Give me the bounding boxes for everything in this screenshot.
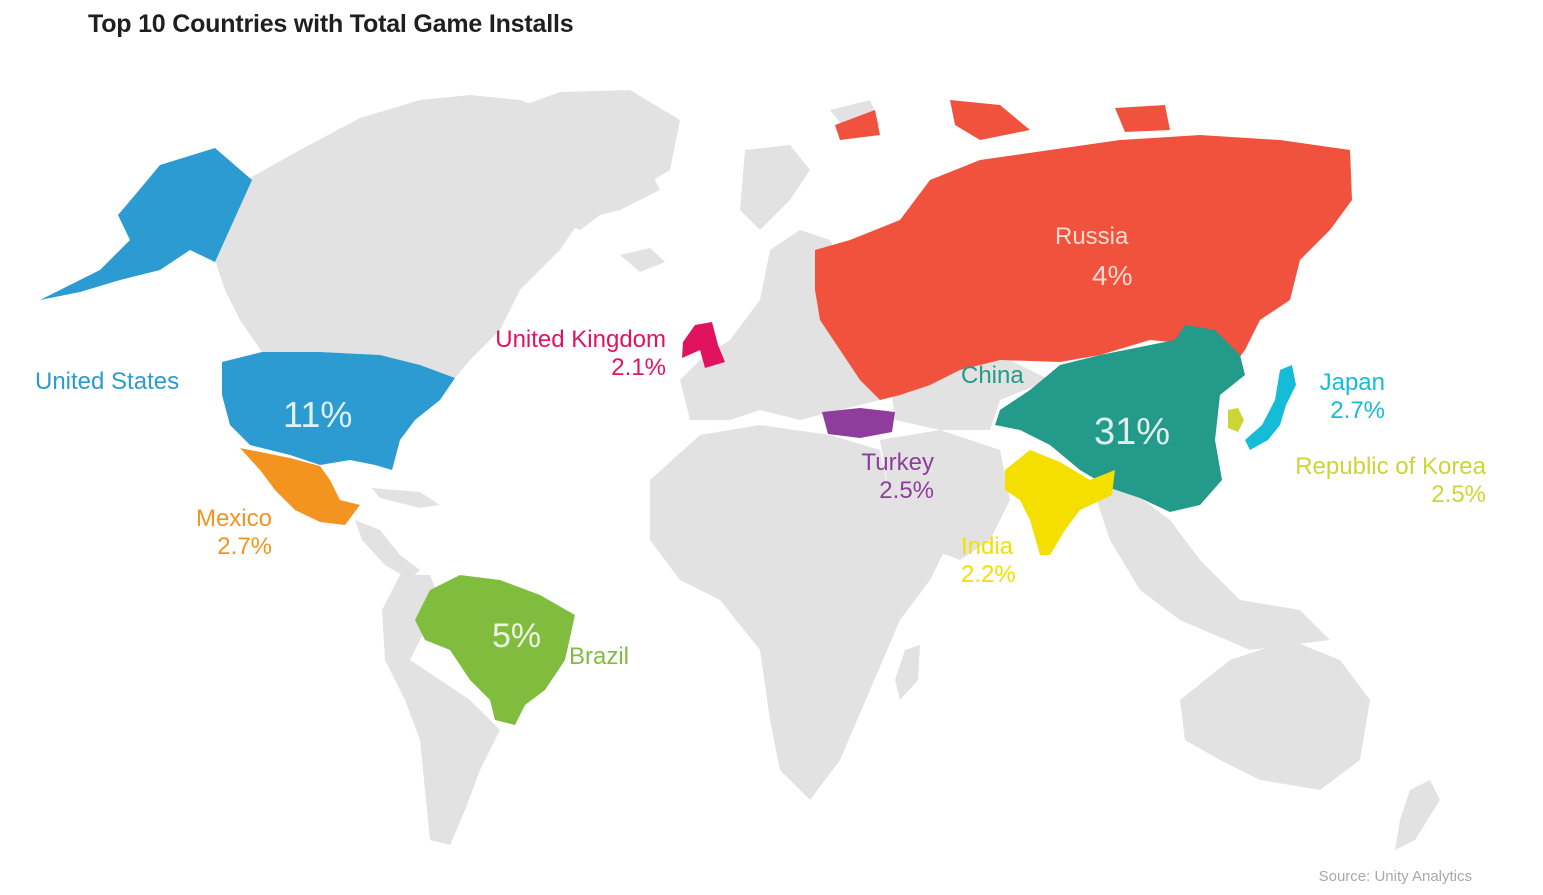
label-japan: Japan 2.7% [1300, 369, 1385, 425]
label-value: 2.1% [611, 354, 666, 381]
label-name: Japan [1319, 369, 1385, 396]
label-name: Republic of Korea [1295, 453, 1486, 480]
label-name: Mexico [195, 505, 272, 532]
label-value: 2.7% [217, 533, 272, 560]
land-south-america [382, 575, 500, 845]
land-greenland [510, 90, 680, 230]
label-name: United Kingdom [495, 326, 666, 353]
label-mexico: Mexico 2.7% [186, 505, 272, 561]
value-brazil: 5% [492, 617, 542, 655]
country-shape-mexico [240, 448, 360, 525]
label-china: China [961, 362, 1024, 390]
label-value: 2.5% [879, 477, 934, 504]
label-united-kingdom: United Kingdom 2.1% [466, 326, 666, 382]
label-name: China [961, 362, 1024, 389]
country-shape-united-states [222, 352, 455, 470]
country-shape-united-kingdom [682, 322, 725, 368]
label-value: 2.2% [961, 561, 1016, 588]
country-shape-china [995, 325, 1245, 512]
land-africa [650, 425, 950, 800]
land-central-america [355, 520, 420, 580]
label-india: India 2.2% [961, 533, 1016, 589]
country-shape-korea [1228, 408, 1244, 432]
label-value: 2.5% [1431, 481, 1486, 508]
country-shape-alaska [40, 148, 252, 300]
source-note: Source: Unity Analytics [1318, 868, 1472, 885]
land-australia [1180, 640, 1370, 790]
land-southeast-asia [1090, 480, 1330, 650]
label-turkey: Turkey 2.5% [834, 449, 934, 505]
land-new-zealand [1395, 780, 1440, 850]
label-name: Turkey [861, 449, 934, 476]
label-name: United States [35, 368, 180, 395]
country-shape-russia-islands [835, 100, 1170, 140]
land-middle-east [880, 430, 1010, 560]
land-iceland [620, 248, 665, 272]
label-united-states: United States [35, 368, 179, 396]
label-brazil: Brazil [569, 643, 629, 671]
label-name: Brazil [569, 643, 630, 670]
country-shape-japan [1245, 365, 1296, 450]
label-name: India [961, 533, 1014, 560]
country-shape-turkey [822, 408, 895, 438]
land-madagascar [895, 645, 920, 700]
label-russia: Russia [1055, 223, 1129, 250]
country-shape-brazil [415, 575, 575, 725]
label-korea: Republic of Korea 2.5% [1266, 453, 1486, 509]
country-shape-india [1005, 450, 1115, 555]
value-china: 31% [1094, 411, 1171, 453]
label-value: 2.7% [1330, 397, 1385, 424]
value-united-states: 11% [283, 394, 353, 435]
chart-title: Top 10 Countries with Total Game Install… [88, 10, 574, 38]
land-caribbean [372, 488, 440, 508]
land-scandinavia [740, 145, 810, 230]
value-russia: 4% [1092, 260, 1133, 291]
